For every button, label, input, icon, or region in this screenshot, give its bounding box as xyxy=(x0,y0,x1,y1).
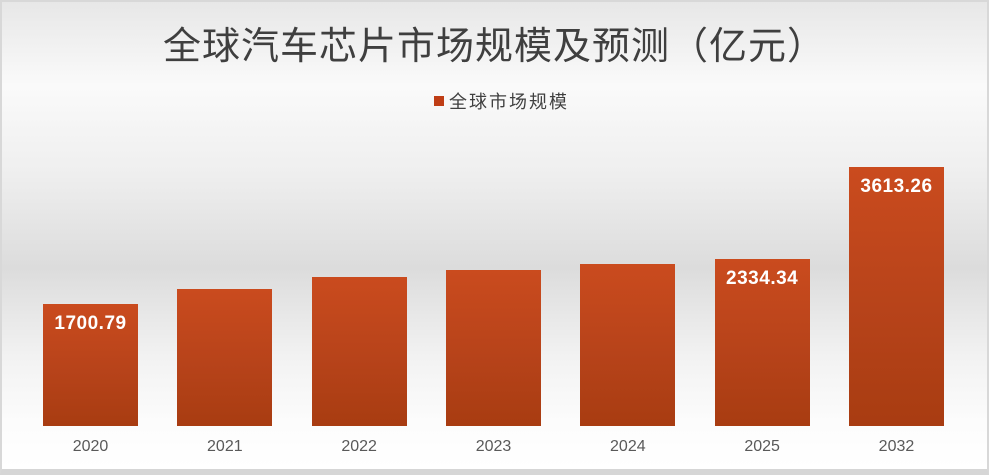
bar-value-label-2025: 2334.34 xyxy=(726,267,799,289)
bar-2024[interactable] xyxy=(580,264,676,426)
bar-2025[interactable]: 2334.34 xyxy=(714,258,810,426)
bar-column-2023: 2023 xyxy=(445,112,541,455)
bar-2032[interactable]: 3613.26 xyxy=(848,167,944,426)
bar-value-label-2020: 1700.79 xyxy=(54,313,127,335)
bar-column-2022: 2022 xyxy=(311,112,407,455)
x-axis-label-2020: 2020 xyxy=(72,438,109,455)
bar-column-2024: 2024 xyxy=(580,112,676,455)
legend-marker-icon xyxy=(434,96,444,106)
x-axis-label-2021: 2021 xyxy=(207,438,243,455)
bar-column-2032: 3613.26 2032 xyxy=(848,112,944,455)
bar-2023[interactable] xyxy=(445,270,541,426)
legend[interactable]: 全球市场规模 xyxy=(9,88,987,114)
legend-label: 全球市场规模 xyxy=(449,92,569,112)
bar-column-2020: 1700.79 2020 xyxy=(43,112,138,455)
chart-title: 全球汽车芯片市场规模及预测（亿元） xyxy=(162,26,826,68)
x-axis-label-2024: 2024 xyxy=(610,438,646,455)
bar-column-2025: 2334.34 2025 xyxy=(714,112,810,455)
plot-area: 1700.79 2020 2021 2022 2023 2024 2334.34 2025 36… xyxy=(43,112,944,455)
x-axis-label-2025: 2025 xyxy=(744,438,780,455)
bar-2020[interactable]: 1700.79 xyxy=(43,304,138,426)
x-axis-label-2023: 2023 xyxy=(475,438,512,455)
bar-2021[interactable] xyxy=(177,289,273,426)
bar-value-label-2032: 3613.26 xyxy=(860,176,933,197)
bar-column-2021: 2021 xyxy=(177,112,273,455)
bar-2022[interactable] xyxy=(311,276,407,426)
x-axis-label-2022: 2022 xyxy=(341,438,377,455)
x-axis-label-2032: 2032 xyxy=(878,438,915,455)
